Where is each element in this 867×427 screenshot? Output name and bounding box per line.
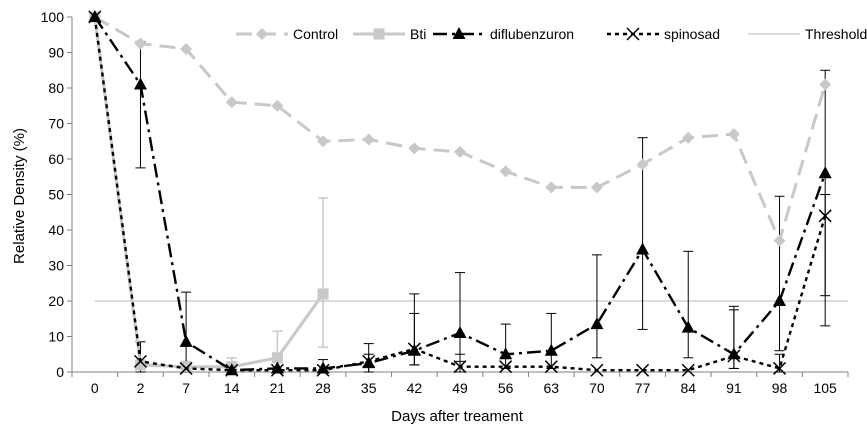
control-point (636, 158, 649, 171)
x-tick-label: 0 (91, 380, 99, 396)
spinosad-point (362, 354, 376, 368)
legend-marker-diflubenzuron (452, 27, 466, 39)
x-tick-label: 70 (589, 380, 605, 396)
x-tick-label: 35 (361, 380, 377, 396)
control-point (134, 37, 147, 50)
x-tick-label: 2 (137, 380, 145, 396)
x-tick-label: 77 (635, 380, 651, 396)
diflubenzuron-point (179, 334, 193, 347)
y-tick-label: 10 (48, 329, 64, 345)
spinosad-point (590, 363, 604, 377)
y-tick-label: 70 (48, 116, 64, 132)
spinosad-point (133, 354, 148, 368)
spinosad-point (88, 10, 102, 24)
x-tick-label: 56 (498, 380, 514, 396)
control-point (317, 135, 330, 148)
y-tick-label: 100 (41, 9, 65, 25)
control-point (545, 181, 558, 194)
y-tick-label: 40 (48, 222, 64, 238)
bti-point (134, 359, 146, 371)
diflubenzuron-point (818, 166, 832, 179)
bti-line (93, 16, 325, 369)
diflubenzuron-point (544, 343, 558, 356)
spinosad-point (544, 360, 558, 374)
legend-label-diflubenzuron: diflubenzuron (490, 26, 574, 42)
y-tick-label: 60 (48, 151, 64, 167)
bti-point (317, 288, 329, 300)
legend: Control Bti diflubenzuron spinosad Threshold (236, 26, 867, 42)
diflubenzuron-point (590, 317, 604, 330)
bti-point (180, 361, 192, 373)
control-point (180, 42, 193, 55)
y-tick-label: 30 (48, 258, 64, 274)
legend-marker-bti (373, 28, 385, 40)
control-point (773, 234, 786, 247)
spinosad-point (407, 342, 421, 356)
diflubenzuron-point (453, 325, 467, 338)
diflubenzuron-point (133, 77, 147, 90)
control-point (454, 145, 466, 158)
x-tick-label: 84 (680, 380, 696, 396)
legend-marker-spinosad (626, 27, 640, 41)
spinosad-point (636, 363, 650, 377)
error-bar-layer (135, 41, 831, 373)
spinosad-point (270, 363, 284, 377)
diflubenzuron-point (499, 347, 513, 360)
diflubenzuron-point (316, 361, 330, 374)
y-tick-label: 50 (48, 187, 64, 203)
series-layer (88, 10, 832, 377)
x-tick-label: 28 (315, 380, 331, 396)
x-tick-label: 91 (726, 380, 742, 396)
y-axis-title: Relative Density (%) (11, 128, 28, 264)
spinosad-point (681, 363, 695, 377)
control-point (225, 96, 238, 109)
legend-label-spinosad: spinosad (664, 26, 720, 42)
control-point (271, 99, 284, 112)
legend-label-threshold: Threshold (805, 26, 867, 42)
control-point (362, 133, 375, 146)
y-tick-label: 90 (48, 45, 64, 61)
legend-marker-control (256, 28, 268, 40)
spinosad-point (772, 361, 787, 375)
control-point (590, 181, 603, 194)
y-tick-label: 20 (48, 293, 64, 309)
y-tick-label: 80 (48, 80, 64, 96)
x-tick-label: 98 (772, 380, 788, 396)
control-point (682, 131, 695, 144)
spinosad-point (499, 360, 513, 374)
y-tick-label: 0 (56, 364, 64, 380)
diflubenzuron-point (636, 242, 650, 255)
x-tick-label: 14 (224, 380, 240, 396)
x-tick-label: 42 (407, 380, 423, 396)
control-point (408, 142, 421, 155)
spinosad-point (225, 363, 239, 377)
legend-label-control: Control (293, 26, 338, 42)
control-line (94, 15, 827, 246)
spinosad-point (818, 209, 832, 223)
control-point (499, 165, 512, 178)
diflubenzuron-point (773, 294, 787, 306)
x-tick-label: 49 (452, 380, 468, 396)
diflubenzuron-point (681, 320, 695, 333)
axes: 0 10 20 30 40 50 60 70 80 90 100 0 2 7 14 21 28 35 42 49 56 6… (41, 9, 849, 396)
bti-point (271, 352, 283, 364)
x-tick-label: 63 (544, 380, 560, 396)
legend-label-bti: Bti (410, 26, 426, 42)
spinosad-point (316, 363, 330, 377)
x-tick-label: 7 (182, 380, 190, 396)
control-point (819, 78, 832, 91)
spinosad-point (727, 349, 741, 363)
spinosad-point (179, 361, 193, 375)
control-point (727, 128, 740, 141)
spinosad-point (453, 360, 467, 374)
x-tick-label: 105 (813, 380, 837, 396)
x-tick-label: 21 (270, 380, 286, 396)
x-axis-title: Days after treament (391, 408, 524, 425)
